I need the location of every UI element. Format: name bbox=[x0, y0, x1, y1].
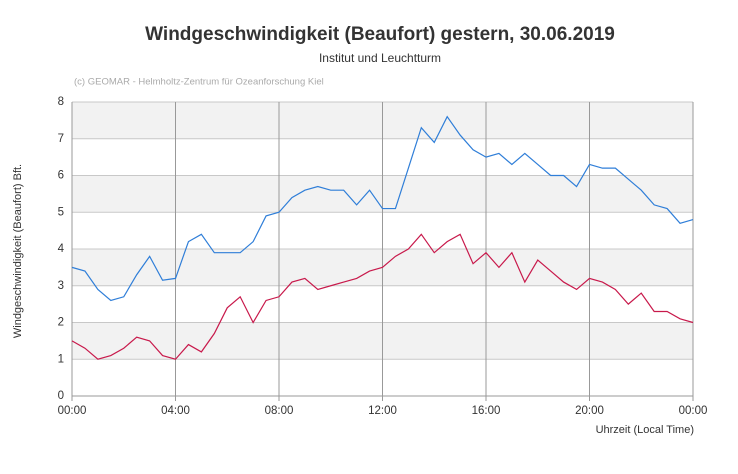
x-axis-label: Uhrzeit (Local Time) bbox=[596, 424, 694, 436]
y-tick-label: 4 bbox=[58, 243, 65, 255]
y-tick-label: 3 bbox=[58, 280, 64, 292]
chart-subtitle: Institut und Leuchtturm bbox=[319, 51, 441, 65]
x-tick-label: 00:00 bbox=[58, 405, 87, 417]
y-tick-label: 6 bbox=[58, 170, 64, 182]
y-tick-label: 2 bbox=[58, 317, 64, 329]
y-tick-label: 7 bbox=[58, 133, 64, 145]
y-tick-label: 0 bbox=[58, 390, 64, 402]
x-tick-label: 04:00 bbox=[161, 405, 190, 417]
x-tick-label: 08:00 bbox=[265, 405, 294, 417]
y-tick-label: 5 bbox=[58, 206, 64, 218]
x-tick-label: 20:00 bbox=[575, 405, 604, 417]
y-tick-label: 8 bbox=[58, 96, 64, 108]
line-series bbox=[71, 115, 694, 302]
credit: (c) GEOMAR - Helmholtz-Zentrum für Ozean… bbox=[74, 77, 324, 88]
chart-title: Windgeschwindigkeit (Beaufort) gestern, … bbox=[145, 24, 615, 45]
x-tick-label: 12:00 bbox=[368, 405, 397, 417]
x-tick-label: 16:00 bbox=[472, 405, 501, 417]
y-axis-label: Windgeschwindigkeit (Beaufort) Bft. bbox=[12, 164, 24, 338]
x-tick-label: 00:00 bbox=[679, 405, 708, 417]
y-tick-label: 1 bbox=[58, 353, 64, 365]
line-series bbox=[71, 233, 694, 360]
